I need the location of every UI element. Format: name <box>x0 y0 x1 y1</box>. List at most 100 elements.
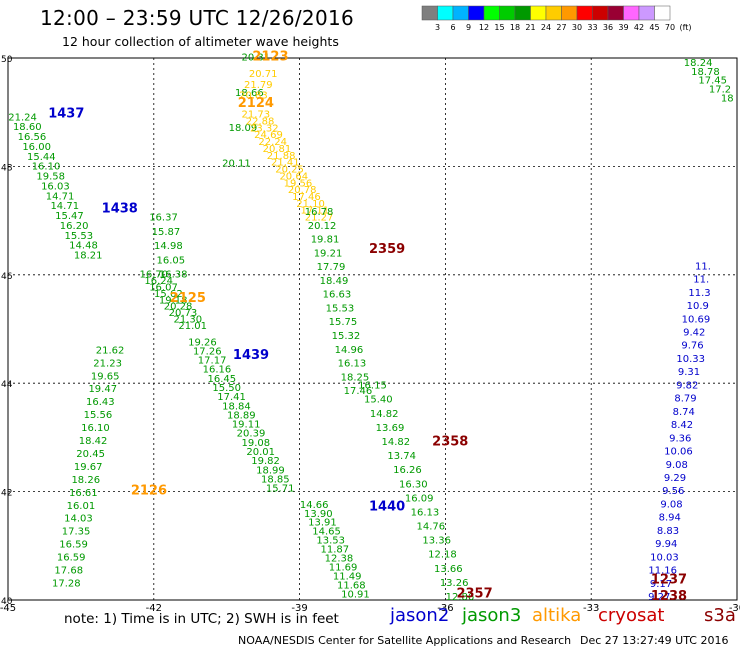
y-tick-label: 48 <box>1 163 13 173</box>
wave-height-value: 11.68 <box>337 580 366 591</box>
wave-height-value: 10.91 <box>341 589 370 600</box>
wave-height-value: 19.82 <box>251 456 280 467</box>
wave-height-value: 10.9 <box>687 301 709 312</box>
wave-height-value: 19.18 <box>159 295 188 306</box>
wave-height-value: 16.37 <box>149 213 178 224</box>
colorbar-swatch <box>452 5 469 21</box>
wave-height-value: 14.98 <box>154 241 183 252</box>
pass-label: 1438 <box>102 201 138 216</box>
wave-height-value: 11.16 <box>648 566 677 577</box>
wave-height-value: 13.36 <box>422 536 451 547</box>
wave-height-value: 21.88 <box>267 151 296 162</box>
wave-height-value: 9.82 <box>676 380 698 391</box>
satellite-label-jason2: jason2 <box>390 605 450 626</box>
wave-height-value: 16.61 <box>69 488 98 499</box>
pass-label: 1237 <box>651 573 687 588</box>
colorbar-swatch <box>576 5 593 21</box>
y-tick-label: 46 <box>1 272 13 282</box>
wave-height-value: 16.10 <box>32 162 61 173</box>
wave-height-value: 9.29 <box>664 473 686 484</box>
wave-height-value: 14.82 <box>382 437 411 448</box>
wave-height-value: 13.91 <box>308 518 337 529</box>
wave-height-value: 10.69 <box>682 314 711 325</box>
wave-height-value: 14.71 <box>50 201 79 212</box>
wave-height-value: 19.58 <box>36 172 65 183</box>
wave-height-value: 17.68 <box>54 566 83 577</box>
colorbar-swatch <box>483 5 500 21</box>
wave-height-value: 19.11 <box>232 420 261 431</box>
wave-height-value: 8.83 <box>657 526 679 537</box>
wave-height-value: 16.05 <box>156 255 185 266</box>
wave-height-value: 15.62 <box>154 289 183 300</box>
chart-subtitle: 12 hour collection of altimeter wave hei… <box>62 34 339 49</box>
wave-height-value: 24.69 <box>254 130 283 141</box>
wave-height-value: 13.69 <box>376 423 405 434</box>
y-tick-label: 42 <box>1 489 12 499</box>
colorbar-label: 36 <box>603 23 613 32</box>
wave-height-value: 16.38 <box>159 270 188 281</box>
pass-label: 2126 <box>131 483 167 498</box>
wave-height-value: 13.66 <box>434 564 463 575</box>
wave-height-value: 15.71 <box>266 484 295 495</box>
wave-height-value: 17.45 <box>698 76 727 87</box>
wave-height-value: 21.73 <box>242 110 271 121</box>
wave-height-value: 14.96 <box>335 345 364 356</box>
pass-label: 1440 <box>369 500 405 515</box>
x-tick-label: -30 <box>729 603 740 614</box>
credits-text: NOAA/NESDIS Center for Satellite Applica… <box>238 634 572 647</box>
wave-height-value: 19.56 <box>284 178 313 189</box>
wave-height-value: 18.99 <box>256 465 285 476</box>
colorbar-swatch <box>530 5 547 21</box>
colorbar-label: 45 <box>649 23 659 32</box>
wave-height-value: 16.09 <box>405 493 434 504</box>
colorbar-swatch <box>545 5 562 21</box>
wave-height-value: 19.67 <box>74 462 103 473</box>
wave-height-value: 15.75 <box>329 317 358 328</box>
wave-height-value: 15.44 <box>27 152 56 163</box>
colorbar-label: 3 <box>435 23 440 32</box>
wave-height-value: 11. <box>695 261 711 272</box>
wave-height-value: 14.03 <box>64 514 93 525</box>
wave-height-value: 9.27 <box>648 592 670 603</box>
wave-height-value: 9.76 <box>681 341 703 352</box>
wave-height-value: 16.56 <box>18 132 47 143</box>
pass-label: 2357 <box>456 586 492 601</box>
wave-height-value: 16.15 <box>358 381 387 392</box>
wave-height-value: 15.53 <box>64 231 93 242</box>
y-tick-label: 40 <box>1 597 13 607</box>
colorbar-swatch <box>638 5 655 21</box>
wave-height-value: 19.08 <box>242 438 271 449</box>
x-tick-label: -39 <box>291 603 307 614</box>
wave-height-value: 19.26 <box>188 337 217 348</box>
wave-height-value: 16.78 <box>305 207 334 218</box>
wave-height-value: 8.42 <box>671 420 693 431</box>
wave-height-value: 20.64 <box>279 171 308 182</box>
colorbar-label: 18 <box>510 23 520 32</box>
wave-height-value: 20.12 <box>308 221 337 232</box>
wave-height-value: 15.53 <box>326 303 355 314</box>
x-tick-label: -45 <box>0 603 16 614</box>
wave-height-value: 10.33 <box>676 354 705 365</box>
wave-height-value: 9.36 <box>669 433 691 444</box>
colorbar-label: 12 <box>479 23 489 32</box>
pass-label: 1238 <box>651 589 687 604</box>
wave-height-value: 11. <box>693 275 709 286</box>
wave-height-value: 17.28 <box>52 578 81 589</box>
wave-height-value: 9.08 <box>660 499 682 510</box>
wave-height-value: 13.26 <box>440 578 469 589</box>
wave-height-value: 21.41 <box>271 158 300 169</box>
wave-height-value: 18.85 <box>261 474 290 485</box>
wave-height-value: 9.17 <box>650 579 672 590</box>
wave-height-value: 22.88 <box>246 116 275 127</box>
wave-height-value: 11.3 <box>688 288 710 299</box>
wave-height-value: 20.83 <box>239 91 268 102</box>
pass-label: 1439 <box>233 348 269 363</box>
footer-note: note: 1) Time is in UTC; 2) SWH is in fe… <box>64 611 339 627</box>
wave-height-value: 20.11 <box>222 158 251 169</box>
wave-height-value: 21.24 <box>8 112 37 123</box>
wave-height-value: 16.63 <box>323 290 352 301</box>
wave-height-value: 20.81 <box>263 144 292 155</box>
colorbar-swatch <box>654 5 671 21</box>
plot-frame <box>7 57 738 601</box>
